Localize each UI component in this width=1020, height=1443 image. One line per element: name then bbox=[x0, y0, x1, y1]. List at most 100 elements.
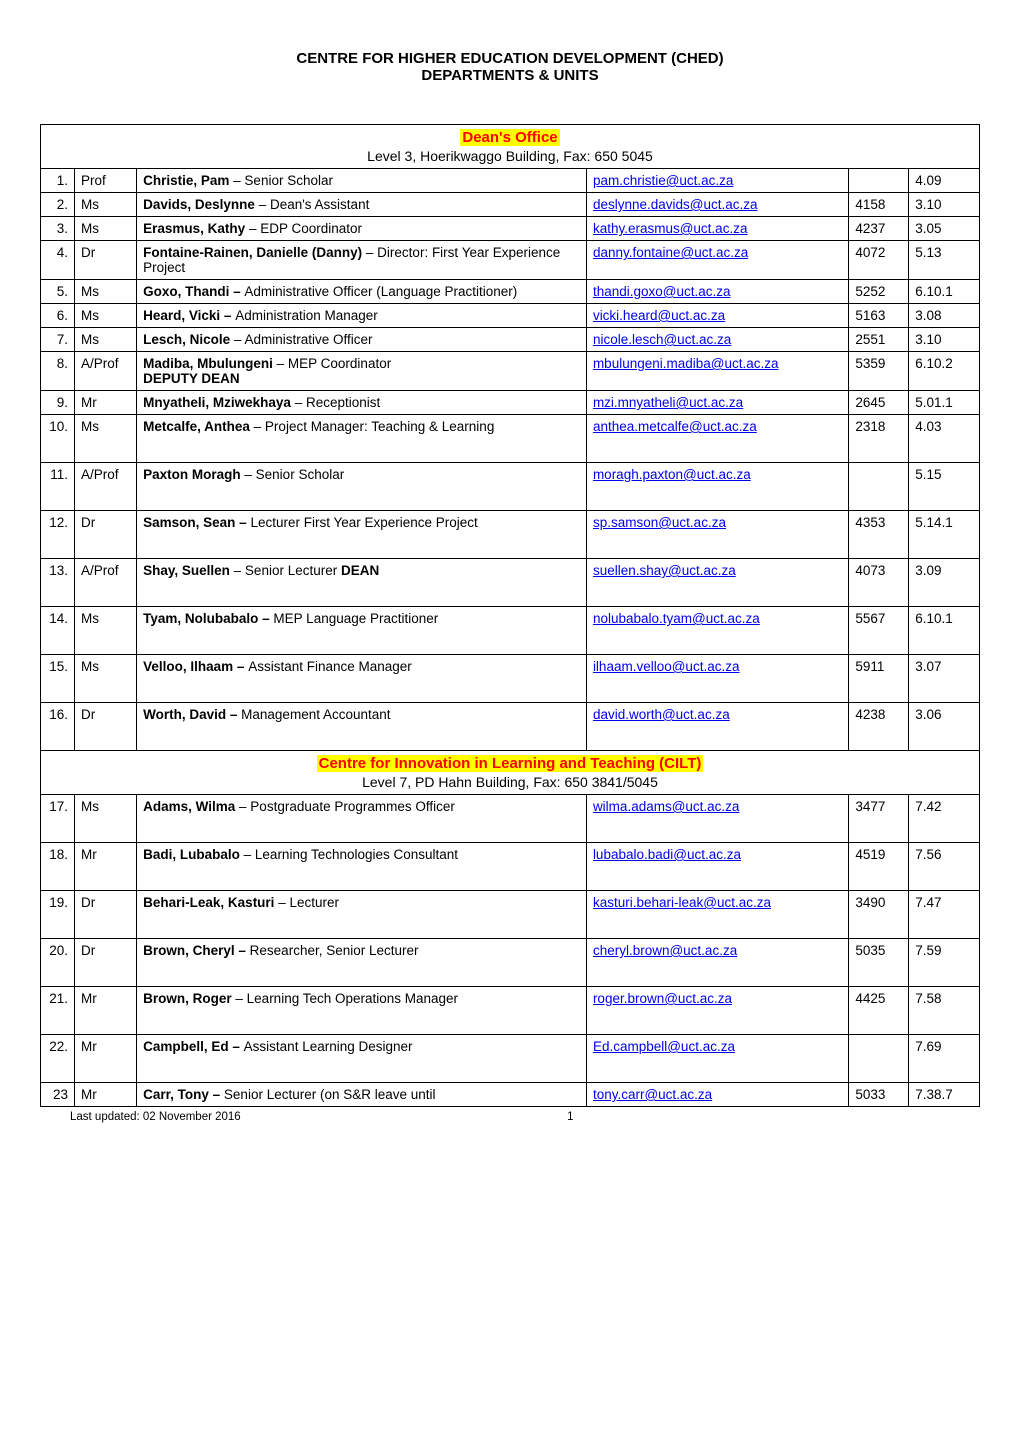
row-title: Ms bbox=[75, 607, 137, 655]
person-name: Erasmus, Kathy bbox=[143, 221, 245, 236]
person-name: Tyam, Nolubabalo – bbox=[143, 611, 273, 626]
row-extension: 5035 bbox=[849, 939, 909, 987]
person-name: Badi, Lubabalo bbox=[143, 847, 240, 862]
row-extension: 4425 bbox=[849, 987, 909, 1035]
email-link[interactable]: pam.christie@uct.ac.za bbox=[593, 173, 734, 188]
email-link[interactable]: tony.carr@uct.ac.za bbox=[593, 1087, 712, 1102]
email-link[interactable]: kathy.erasmus@uct.ac.za bbox=[593, 221, 748, 236]
row-room: 5.15 bbox=[909, 463, 980, 511]
row-title: Ms bbox=[75, 217, 137, 241]
row-number: 19. bbox=[41, 891, 75, 939]
row-room: 3.06 bbox=[909, 703, 980, 751]
person-name: Brown, Roger bbox=[143, 991, 232, 1006]
email-link[interactable]: lubabalo.badi@uct.ac.za bbox=[593, 847, 741, 862]
email-link[interactable]: danny.fontaine@uct.ac.za bbox=[593, 245, 748, 260]
row-description: Badi, Lubabalo – Learning Technologies C… bbox=[137, 843, 587, 891]
table-row: 12.DrSamson, Sean – Lecturer First Year … bbox=[41, 511, 980, 559]
row-room: 3.08 bbox=[909, 304, 980, 328]
row-extension: 4237 bbox=[849, 217, 909, 241]
email-link[interactable]: vicki.heard@uct.ac.za bbox=[593, 308, 725, 323]
row-description: Goxo, Thandi – Administrative Officer (L… bbox=[137, 280, 587, 304]
page-number: 1 bbox=[567, 1111, 573, 1123]
row-number: 17. bbox=[41, 795, 75, 843]
row-description: Madiba, Mbulungeni – MEP CoordinatorDEPU… bbox=[137, 352, 587, 391]
row-email: pam.christie@uct.ac.za bbox=[586, 169, 848, 193]
person-name: Heard, Vicki – bbox=[143, 308, 235, 323]
row-number: 9. bbox=[41, 391, 75, 415]
person-name: Mnyatheli, Mziwekhaya bbox=[143, 395, 291, 410]
row-title: A/Prof bbox=[75, 352, 137, 391]
row-title: Ms bbox=[75, 795, 137, 843]
table-row: 9.MrMnyatheli, Mziwekhaya – Receptionist… bbox=[41, 391, 980, 415]
row-room: 6.10.1 bbox=[909, 607, 980, 655]
row-email: moragh.paxton@uct.ac.za bbox=[586, 463, 848, 511]
person-role: Assistant Finance Manager bbox=[248, 659, 412, 674]
row-email: tony.carr@uct.ac.za bbox=[586, 1083, 848, 1107]
table-row: 2.MsDavids, Deslynne – Dean's Assistantd… bbox=[41, 193, 980, 217]
table-row: 11.A/ProfPaxton Moragh – Senior Scholarm… bbox=[41, 463, 980, 511]
header-line-2: DEPARTMENTS & UNITS bbox=[40, 67, 980, 84]
person-role: – Senior Scholar bbox=[241, 467, 345, 482]
person-name: Samson, Sean – bbox=[143, 515, 250, 530]
person-name: Brown, Cheryl – bbox=[143, 943, 250, 958]
header-line-1: CENTRE FOR HIGHER EDUCATION DEVELOPMENT … bbox=[40, 50, 980, 67]
email-link[interactable]: thandi.goxo@uct.ac.za bbox=[593, 284, 731, 299]
email-link[interactable]: cheryl.brown@uct.ac.za bbox=[593, 943, 737, 958]
row-room: 6.10.2 bbox=[909, 352, 980, 391]
row-title: Ms bbox=[75, 655, 137, 703]
email-link[interactable]: david.worth@uct.ac.za bbox=[593, 707, 730, 722]
row-extension: 4158 bbox=[849, 193, 909, 217]
email-link[interactable]: ilhaam.velloo@uct.ac.za bbox=[593, 659, 740, 674]
email-link[interactable]: nolubabalo.tyam@uct.ac.za bbox=[593, 611, 760, 626]
email-link[interactable]: mzi.mnyatheli@uct.ac.za bbox=[593, 395, 743, 410]
row-description: Mnyatheli, Mziwekhaya – Receptionist bbox=[137, 391, 587, 415]
table-row: 4.DrFontaine-Rainen, Danielle (Danny) – … bbox=[41, 241, 980, 280]
row-extension: 4072 bbox=[849, 241, 909, 280]
page-footer: Last updated: 02 November 2016 1 bbox=[40, 1111, 980, 1123]
person-role: Administration Manager bbox=[235, 308, 378, 323]
section-title: Dean's Office bbox=[460, 129, 559, 146]
person-role: – Project Manager: Teaching & Learning bbox=[250, 419, 494, 434]
email-link[interactable]: mbulungeni.madiba@uct.ac.za bbox=[593, 356, 779, 371]
table-row: 16.DrWorth, David – Management Accountan… bbox=[41, 703, 980, 751]
row-extension: 4238 bbox=[849, 703, 909, 751]
email-link[interactable]: deslynne.davids@uct.ac.za bbox=[593, 197, 758, 212]
row-number: 12. bbox=[41, 511, 75, 559]
row-room: 3.10 bbox=[909, 328, 980, 352]
row-email: kasturi.behari-leak@uct.ac.za bbox=[586, 891, 848, 939]
row-number: 10. bbox=[41, 415, 75, 463]
row-number: 20. bbox=[41, 939, 75, 987]
row-email: anthea.metcalfe@uct.ac.za bbox=[586, 415, 848, 463]
table-row: 18.MrBadi, Lubabalo – Learning Technolog… bbox=[41, 843, 980, 891]
person-name: Davids, Deslynne bbox=[143, 197, 255, 212]
email-link[interactable]: suellen.shay@uct.ac.za bbox=[593, 563, 736, 578]
email-link[interactable]: roger.brown@uct.ac.za bbox=[593, 991, 732, 1006]
row-number: 3. bbox=[41, 217, 75, 241]
row-number: 23 bbox=[41, 1083, 75, 1107]
email-link[interactable]: sp.samson@uct.ac.za bbox=[593, 515, 726, 530]
person-role: – EDP Coordinator bbox=[245, 221, 362, 236]
row-number: 21. bbox=[41, 987, 75, 1035]
person-name: Madiba, Mbulungeni bbox=[143, 356, 273, 371]
email-link[interactable]: kasturi.behari-leak@uct.ac.za bbox=[593, 895, 771, 910]
row-email: Ed.campbell@uct.ac.za bbox=[586, 1035, 848, 1083]
table-row: 15.MsVelloo, Ilhaam – Assistant Finance … bbox=[41, 655, 980, 703]
person-role: – Postgraduate Programmes Officer bbox=[235, 799, 455, 814]
person-role: – Dean's Assistant bbox=[255, 197, 369, 212]
row-title: Prof bbox=[75, 169, 137, 193]
row-description: Velloo, Ilhaam – Assistant Finance Manag… bbox=[137, 655, 587, 703]
email-link[interactable]: nicole.lesch@uct.ac.za bbox=[593, 332, 731, 347]
email-link[interactable]: anthea.metcalfe@uct.ac.za bbox=[593, 419, 757, 434]
row-title: Dr bbox=[75, 511, 137, 559]
row-email: kathy.erasmus@uct.ac.za bbox=[586, 217, 848, 241]
row-description: Davids, Deslynne – Dean's Assistant bbox=[137, 193, 587, 217]
row-title: A/Prof bbox=[75, 559, 137, 607]
email-link[interactable]: Ed.campbell@uct.ac.za bbox=[593, 1039, 735, 1054]
email-link[interactable]: wilma.adams@uct.ac.za bbox=[593, 799, 740, 814]
row-room: 4.03 bbox=[909, 415, 980, 463]
row-extension: 2551 bbox=[849, 328, 909, 352]
table-row: 6.MsHeard, Vicki – Administration Manage… bbox=[41, 304, 980, 328]
table-row: 1.ProfChristie, Pam – Senior Scholarpam.… bbox=[41, 169, 980, 193]
row-number: 14. bbox=[41, 607, 75, 655]
email-link[interactable]: moragh.paxton@uct.ac.za bbox=[593, 467, 751, 482]
